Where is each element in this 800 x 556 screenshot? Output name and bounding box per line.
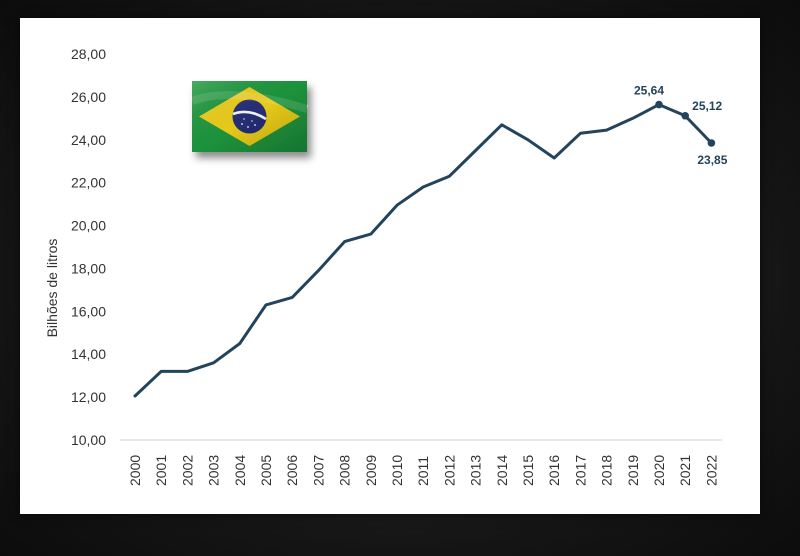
chart-card: 10,00 12,00 14,00 16,00 18,00 20,00 22,00 24,00… <box>20 18 760 514</box>
x-tick-label: 2016 <box>546 455 562 486</box>
x-tick-label: 2020 <box>651 455 667 486</box>
x-tick-label: 2000 <box>127 455 143 486</box>
x-tick-label: 2014 <box>494 455 510 486</box>
x-tick-label: 2015 <box>520 455 536 486</box>
y-axis: 10,00 12,00 14,00 16,00 18,00 20,00 22,00 24,00… <box>71 46 106 448</box>
data-label: 25,12 <box>692 99 722 113</box>
x-tick-label: 2010 <box>389 455 405 486</box>
y-tick-label: 14,00 <box>71 346 106 362</box>
x-tick-label: 2004 <box>232 455 248 486</box>
y-tick-label: 18,00 <box>71 260 106 276</box>
line-chart: 10,00 12,00 14,00 16,00 18,00 20,00 22,00 24,00… <box>44 46 728 486</box>
data-label: 23,85 <box>697 153 727 167</box>
x-tick-label: 2021 <box>677 455 693 486</box>
y-axis-title: Bilhões de litros <box>44 239 60 338</box>
x-tick-label: 2005 <box>258 455 274 486</box>
x-tick-label: 2003 <box>206 455 222 486</box>
y-tick-label: 16,00 <box>71 303 106 319</box>
x-tick-label: 2009 <box>363 455 379 486</box>
x-tick-label: 2022 <box>703 455 719 486</box>
x-axis: 2000 2001 2002 2003 2004 2005 2006 2007 2008 2009… <box>120 439 722 486</box>
x-tick-label: 2008 <box>337 455 353 486</box>
y-tick-label: 12,00 <box>71 389 106 405</box>
data-label: 25,64 <box>634 84 664 98</box>
x-tick-label: 2018 <box>599 455 615 486</box>
brazil-flag-icon <box>190 81 309 152</box>
x-tick-label: 2011 <box>415 456 431 486</box>
y-tick-label: 26,00 <box>71 89 106 105</box>
data-point-marker <box>681 111 689 120</box>
x-tick-label: 2012 <box>441 455 457 486</box>
data-point-marker <box>655 100 663 109</box>
x-tick-label: 2002 <box>179 455 195 486</box>
x-tick-label: 2017 <box>572 455 588 486</box>
y-tick-label: 28,00 <box>71 46 106 62</box>
data-labels: 25,64 25,12 23,85 <box>634 84 728 167</box>
series-layer <box>133 103 713 398</box>
y-tick-label: 10,00 <box>71 432 106 448</box>
x-tick-label: 2019 <box>625 455 641 486</box>
x-tick-label: 2007 <box>310 455 326 486</box>
y-tick-label: 22,00 <box>71 175 106 191</box>
y-tick-label: 20,00 <box>71 218 106 234</box>
y-tick-label: 24,00 <box>71 132 106 148</box>
x-tick-label: 2013 <box>468 455 484 486</box>
series-line <box>133 103 713 398</box>
data-point-marker <box>707 139 716 147</box>
x-tick-label: 2001 <box>153 455 169 486</box>
x-tick-label: 2006 <box>284 455 300 486</box>
